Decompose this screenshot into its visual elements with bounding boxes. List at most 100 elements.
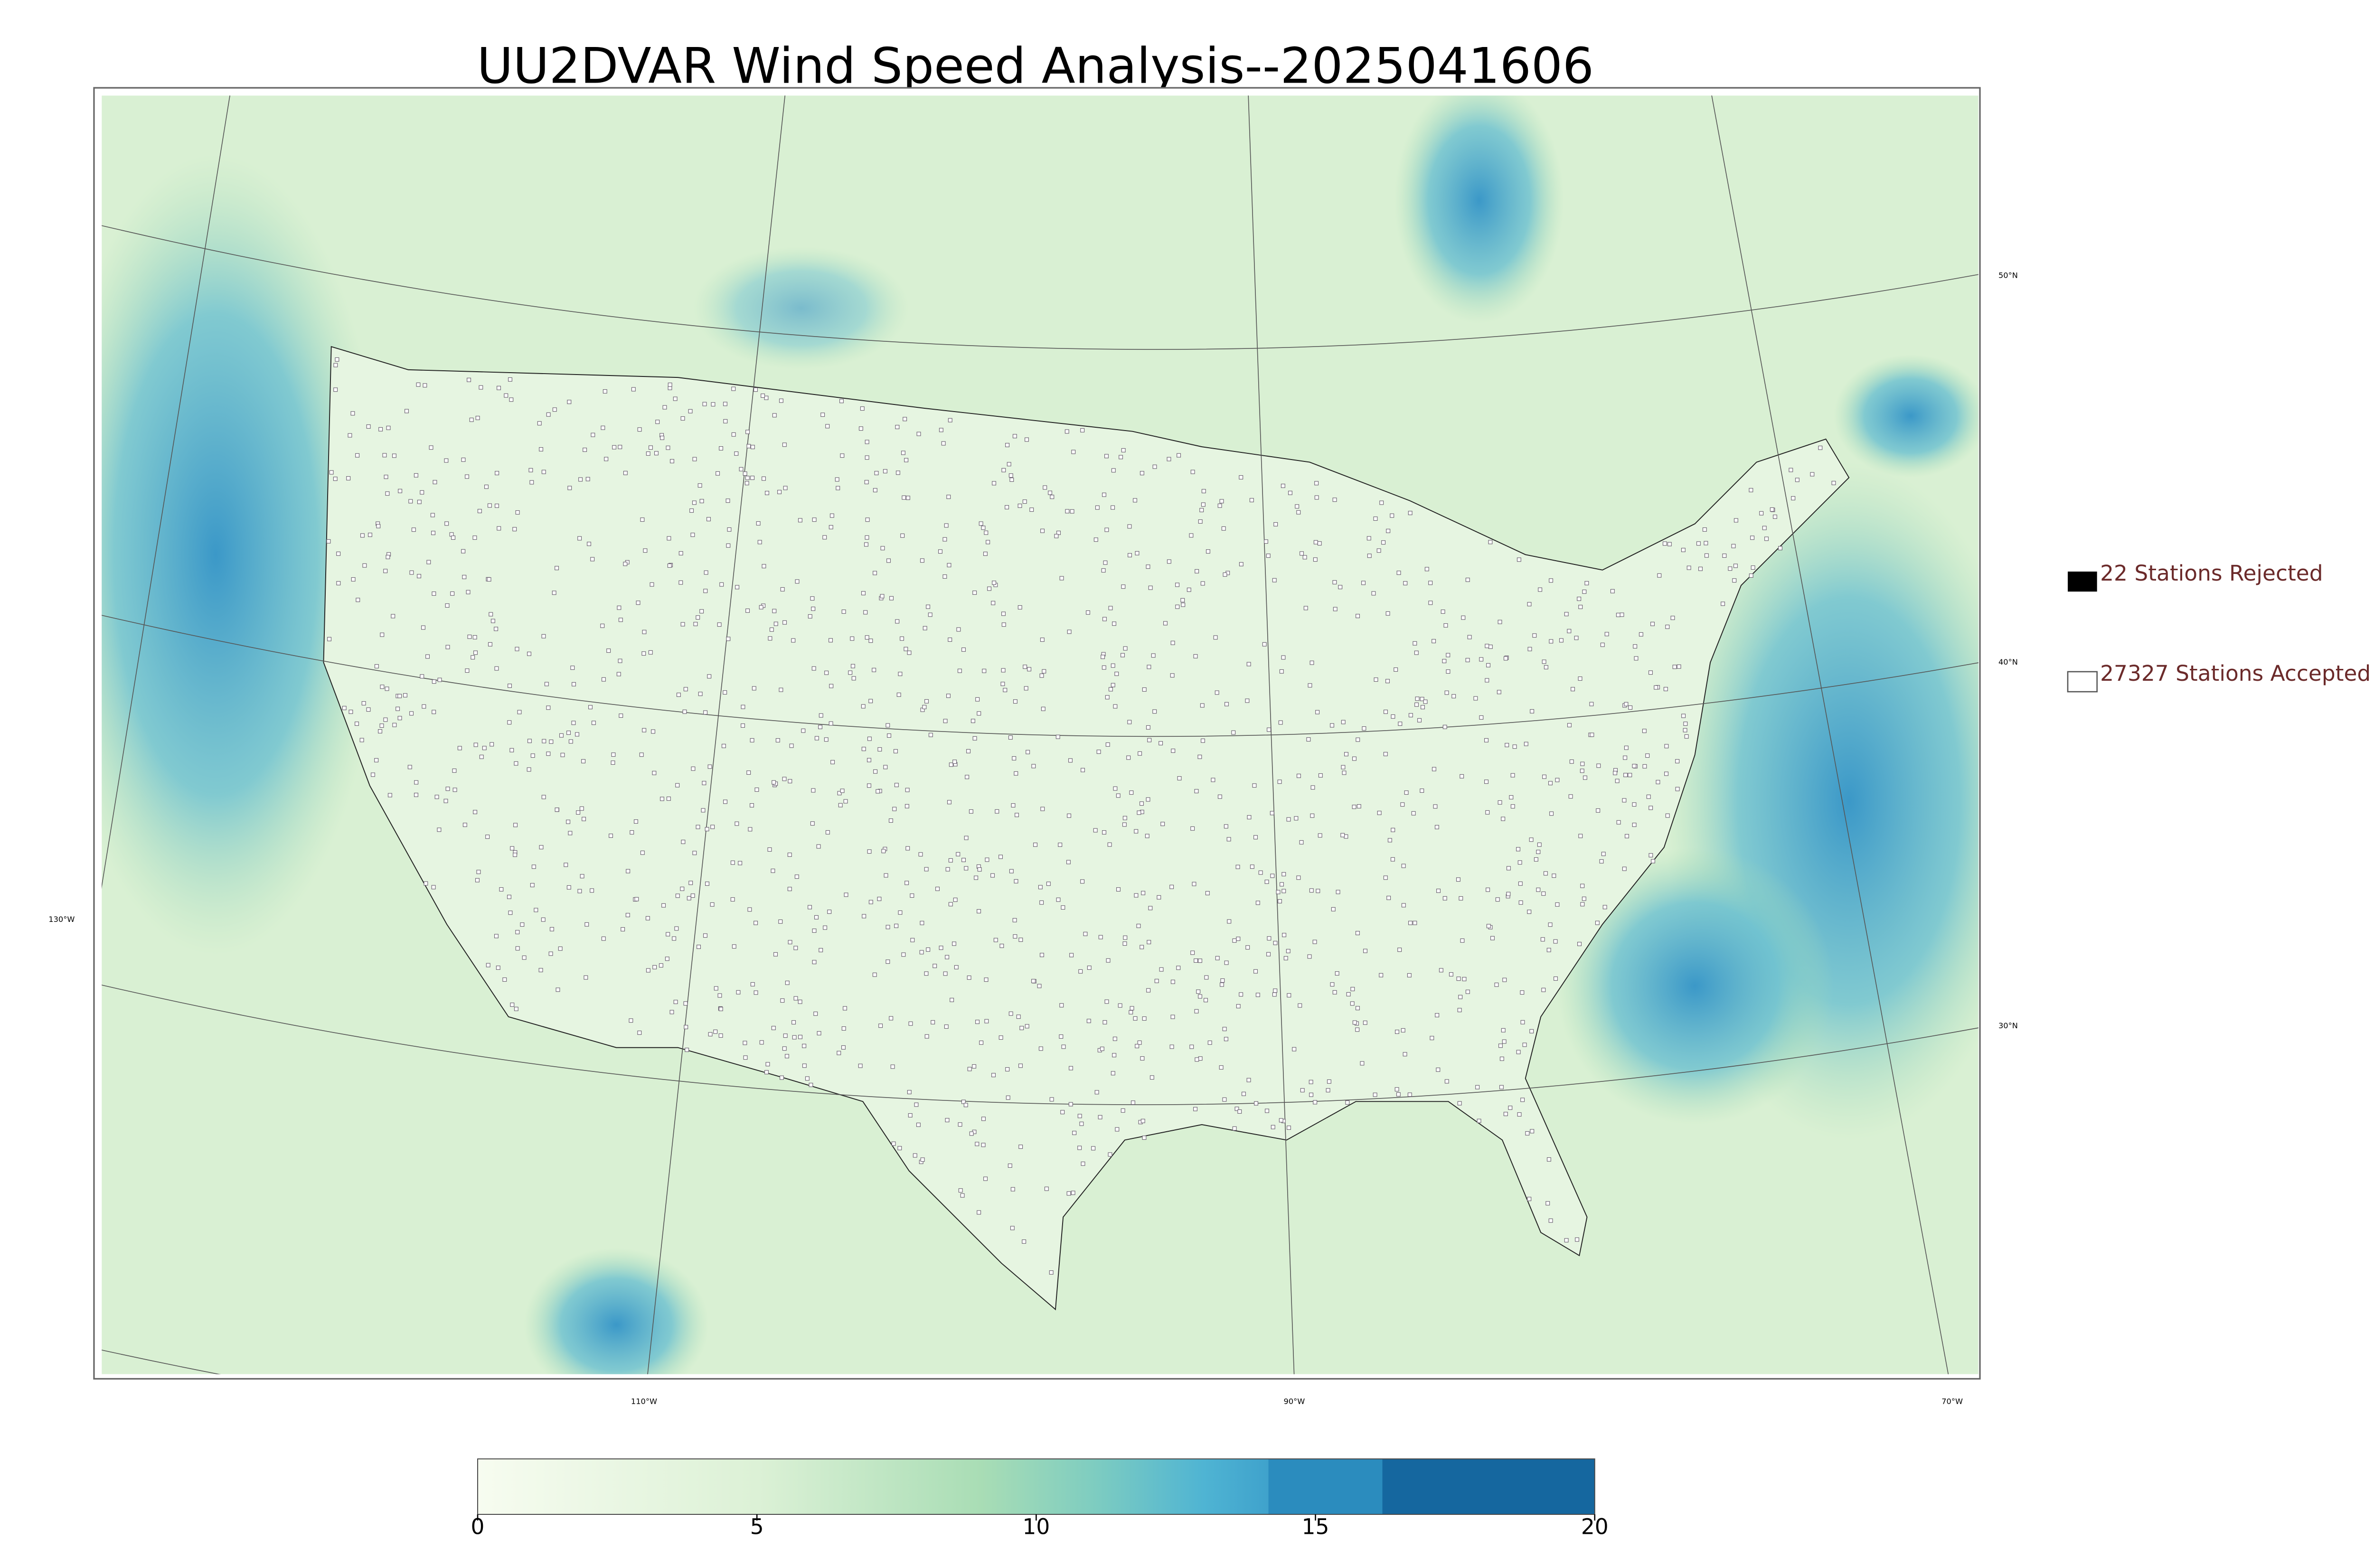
station-marker (584, 975, 588, 980)
station-marker (1133, 498, 1137, 503)
station-marker (420, 674, 424, 679)
station-marker (1306, 737, 1311, 742)
station-marker (887, 733, 891, 738)
station-marker (1540, 937, 1545, 942)
station-marker (1420, 789, 1424, 793)
station-marker (1195, 1057, 1199, 1062)
station-marker (383, 569, 388, 573)
station-marker (1236, 1004, 1241, 1009)
station-marker (710, 825, 715, 829)
station-marker (944, 523, 949, 528)
station-marker (1207, 1040, 1212, 1045)
station-marker (1433, 804, 1438, 809)
station-marker (1508, 1106, 1513, 1110)
station-marker (1498, 1043, 1503, 1048)
station-marker (1142, 687, 1147, 692)
station-marker (1527, 1197, 1532, 1202)
station-marker (1279, 1118, 1283, 1123)
station-marker (1010, 1226, 1015, 1230)
station-marker (1599, 859, 1604, 864)
station-marker (811, 606, 816, 611)
station-marker (956, 627, 961, 632)
station-marker (1003, 688, 1008, 693)
station-marker (1201, 502, 1206, 507)
station-marker (403, 693, 407, 698)
station-marker (1344, 752, 1348, 757)
station-marker (1675, 787, 1680, 791)
station-marker (1413, 920, 1417, 925)
station-marker (699, 499, 704, 503)
station-marker (829, 638, 833, 643)
station-marker (1356, 737, 1360, 742)
station-marker (1223, 572, 1227, 577)
station-marker (486, 963, 490, 967)
station-marker (1590, 732, 1594, 737)
station-marker (1145, 834, 1149, 838)
station-marker (425, 654, 430, 659)
colorbar: 0 5 10 15 20 (471, 1458, 1609, 1540)
station-marker (1341, 720, 1346, 724)
station-marker (1068, 1102, 1073, 1107)
station-marker (841, 609, 846, 614)
station-marker (530, 883, 535, 887)
station-marker (534, 908, 538, 912)
station-marker (950, 997, 954, 1002)
station-marker (1086, 1019, 1091, 1023)
station-marker (1356, 614, 1360, 619)
station-marker (515, 930, 520, 934)
station-marker (1111, 505, 1115, 510)
station-marker (865, 635, 869, 640)
station-marker (1024, 686, 1028, 691)
station-marker (1479, 715, 1484, 720)
station-marker (1615, 779, 1620, 783)
wind-area (102, 154, 386, 955)
station-marker (986, 540, 990, 545)
station-marker (1537, 842, 1542, 847)
station-marker (723, 419, 728, 423)
station-marker (1106, 958, 1111, 963)
station-marker (867, 758, 871, 762)
station-marker (907, 650, 912, 655)
station-marker (571, 721, 576, 725)
station-marker (1577, 942, 1582, 946)
station-marker (725, 498, 730, 503)
station-marker (1135, 551, 1140, 555)
station-marker (754, 787, 759, 792)
station-marker (1134, 829, 1139, 834)
station-marker (1219, 1065, 1224, 1070)
station-marker (840, 789, 845, 793)
station-marker (1424, 567, 1429, 572)
station-marker (867, 849, 872, 854)
station-marker (1578, 605, 1583, 609)
station-marker (1136, 923, 1141, 928)
station-marker (1042, 669, 1046, 674)
station-marker (1381, 540, 1386, 545)
station-marker (578, 477, 583, 482)
station-marker (1506, 892, 1511, 896)
station-marker (926, 947, 931, 952)
station-marker (1112, 1053, 1117, 1058)
station-marker (674, 926, 679, 931)
station-marker (1672, 665, 1677, 669)
station-marker (850, 664, 855, 668)
station-marker (822, 535, 827, 540)
station-marker (1646, 794, 1651, 799)
station-marker (681, 839, 686, 844)
station-marker (385, 686, 389, 691)
station-marker (660, 435, 665, 440)
station-marker (827, 910, 832, 914)
station-marker (1000, 682, 1005, 686)
station-marker (746, 444, 751, 449)
station-marker (490, 742, 494, 747)
station-marker (1039, 953, 1044, 958)
station-marker (1681, 548, 1686, 552)
station-marker (1287, 993, 1291, 998)
station-marker (366, 424, 371, 429)
colorbar-tick-label: 5 (750, 1514, 764, 1540)
station-marker (1001, 468, 1006, 472)
station-marker (641, 651, 646, 656)
station-marker (611, 752, 616, 757)
station-marker (409, 711, 414, 716)
station-marker (1167, 559, 1171, 564)
station-marker (935, 886, 940, 891)
